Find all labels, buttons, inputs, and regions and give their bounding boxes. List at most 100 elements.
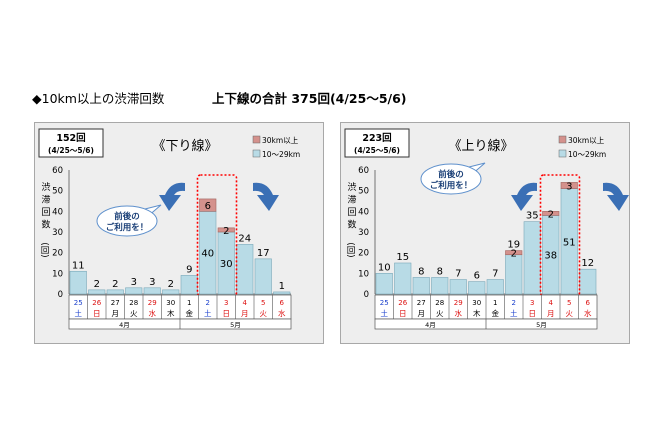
date-weekday-label: 火 bbox=[566, 309, 574, 318]
y-axis-label-part: (回) bbox=[345, 242, 355, 257]
date-day-label: 6 bbox=[586, 299, 591, 307]
y-tick-label-20: 20 bbox=[52, 249, 63, 259]
date-day-label: 4 bbox=[549, 299, 554, 307]
bar-value-label: 3 bbox=[149, 277, 155, 288]
right-arrow-icon bbox=[603, 182, 629, 211]
date-weekday-label: 火 bbox=[260, 309, 268, 318]
bar-value-label: 7 bbox=[455, 269, 461, 280]
left-arrow-icon bbox=[159, 182, 185, 211]
date-day-label: 30 bbox=[472, 299, 481, 307]
bar-value-label: 2 bbox=[168, 279, 174, 290]
bar-value-label: 2 bbox=[112, 279, 118, 290]
bar-10-29km bbox=[273, 291, 291, 295]
bar-value-label: 2 bbox=[94, 279, 100, 290]
bar-10-29km bbox=[125, 287, 143, 295]
bar-value-label: 7 bbox=[492, 269, 498, 280]
bar-30km-value-label: 2 bbox=[511, 249, 517, 260]
date-day-label: 29 bbox=[148, 299, 157, 307]
date-day-label: 27 bbox=[111, 299, 120, 307]
date-day-label: 2 bbox=[512, 299, 516, 307]
bar-10-29km bbox=[394, 262, 412, 295]
page-heading: ◆10km以上の渋滞回数 上下線の合計 375回(4/25～5/6) bbox=[32, 88, 407, 107]
y-tick-label-60: 60 bbox=[52, 166, 63, 176]
y-tick-label-0: 0 bbox=[58, 290, 63, 300]
legend-label-10-29km: 10～29km bbox=[262, 150, 300, 159]
note-bubble bbox=[96, 205, 158, 237]
legend-label-30km: 30km以上 bbox=[262, 136, 299, 145]
bar-10-29km bbox=[486, 279, 504, 295]
chart-title: 《上り線》 bbox=[448, 138, 513, 154]
month-label: 5月 bbox=[536, 321, 547, 329]
date-weekday-label: 火 bbox=[130, 309, 138, 318]
bar-30km bbox=[505, 250, 523, 256]
note-text-line: 前後の bbox=[438, 169, 464, 180]
bar-10-29km bbox=[106, 289, 124, 295]
y-tick-label-10: 10 bbox=[52, 269, 63, 279]
y-axis-label-part: 数 bbox=[41, 219, 50, 231]
y-axis-label-part: 数 bbox=[347, 219, 356, 231]
date-weekday-label: 水 bbox=[455, 308, 463, 318]
note-text-line: 前後の bbox=[114, 211, 140, 222]
total-box bbox=[344, 128, 410, 158]
date-day-label: 26 bbox=[398, 299, 407, 307]
legend-swatch-30km bbox=[558, 135, 567, 144]
bar-value-label: 8 bbox=[418, 266, 424, 277]
y-axis-label-part: 滞 bbox=[41, 195, 50, 206]
note-text-line: ご利用を！ bbox=[106, 222, 149, 233]
bar-value-label: 40 bbox=[201, 249, 214, 260]
date-weekday-label: 月 bbox=[418, 309, 426, 318]
left-arrow-icon bbox=[511, 182, 537, 211]
month-label: 4月 bbox=[425, 321, 436, 329]
y-tick-label-0: 0 bbox=[364, 290, 369, 300]
bar-value-label: 19 bbox=[507, 240, 520, 251]
bar-value-label: 3 bbox=[131, 277, 137, 288]
date-day-label: 28 bbox=[435, 299, 444, 307]
date-weekday-label: 月 bbox=[241, 309, 249, 318]
date-day-label: 4 bbox=[243, 299, 248, 307]
bar-30km bbox=[217, 227, 235, 233]
date-day-label: 25 bbox=[74, 299, 83, 307]
y-tick-label-30: 30 bbox=[52, 228, 63, 238]
bar-value-label: 38 bbox=[544, 251, 557, 262]
chart-panel-down: 152回 (4/25～5/6) 《下り線》 30km以上 10～29km 0 10 20 30 4… bbox=[34, 122, 324, 344]
bar-30km-value-label: 3 bbox=[566, 182, 572, 193]
date-day-label: 1 bbox=[493, 299, 497, 307]
bar-value-label: 9 bbox=[186, 264, 192, 275]
date-weekday-label: 月 bbox=[547, 309, 555, 318]
date-day-label: 1 bbox=[187, 299, 191, 307]
bar-value-label: 15 bbox=[396, 252, 409, 263]
chart-up: 223回(4/25～5/6) 《上り線》 30km以上10～29km01020304… bbox=[344, 128, 629, 330]
bar-10-29km bbox=[180, 275, 198, 295]
y-axis-label-part: (回) bbox=[39, 242, 49, 257]
date-weekday-label: 水 bbox=[149, 308, 157, 318]
month-label: 5月 bbox=[230, 321, 241, 329]
right-arrow-icon bbox=[253, 182, 279, 211]
bar-30km bbox=[560, 182, 578, 189]
bar-value-label: 30 bbox=[220, 259, 233, 270]
bar-value-label: 17 bbox=[257, 248, 270, 259]
date-weekday-label: 火 bbox=[436, 309, 444, 318]
y-tick-label-50: 50 bbox=[358, 187, 369, 197]
y-tick-label-50: 50 bbox=[52, 187, 63, 197]
date-weekday-label: 日 bbox=[399, 309, 407, 318]
chart-down: 152回(4/25～5/6) 《下り線》 30km以上10～29km01020304… bbox=[38, 128, 300, 330]
legend-swatch-30km bbox=[252, 135, 261, 144]
date-weekday-label: 木 bbox=[167, 308, 175, 318]
bar-10-29km bbox=[579, 268, 597, 295]
bar-10-29km bbox=[523, 221, 541, 295]
heading-summary: 上下線の合計 375回(4/25～5/6) bbox=[212, 91, 407, 106]
date-weekday-label: 土 bbox=[510, 308, 518, 318]
bar-10-29km bbox=[69, 270, 87, 295]
date-day-label: 29 bbox=[454, 299, 463, 307]
date-weekday-label: 日 bbox=[223, 309, 231, 318]
period-label: (4/25～5/6) bbox=[354, 146, 400, 155]
date-weekday-label: 土 bbox=[381, 308, 389, 318]
date-weekday-label: 日 bbox=[529, 309, 537, 318]
y-tick-label-40: 40 bbox=[358, 207, 369, 217]
y-tick-label-60: 60 bbox=[358, 166, 369, 176]
bar-30km bbox=[542, 211, 560, 216]
chart-panel-up: 223回 (4/25～5/6) 《上り線》 30km以上 10～29km 0 10 20 30 4… bbox=[340, 122, 630, 344]
bar-10-29km bbox=[431, 277, 449, 295]
date-day-label: 2 bbox=[206, 299, 210, 307]
bar-value-label: 51 bbox=[563, 237, 576, 248]
